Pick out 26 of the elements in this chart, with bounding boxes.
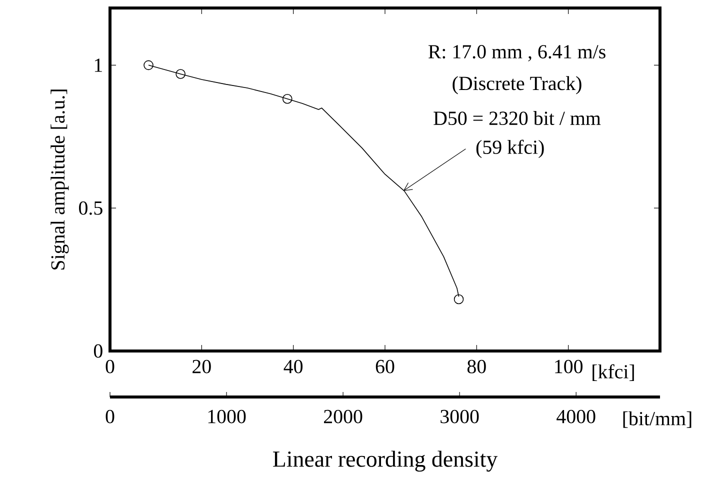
x2-tick-label: 2000 — [324, 410, 362, 424]
x-tick-label: 20 — [192, 360, 211, 374]
annotation: R: 17.0 mm , 6.41 m/s — [428, 45, 606, 62]
x-tick-label: 60 — [376, 360, 394, 374]
y-axis-title: Signal amplitude [a.u.] — [50, 90, 69, 270]
point — [282, 94, 292, 104]
y-tick-label: 0 — [94, 344, 102, 358]
annotation: D50 = 2320 bit / mm — [434, 111, 601, 126]
point — [176, 69, 186, 79]
x-tick-label: 40 — [284, 360, 303, 374]
text: [kfci] — [592, 364, 634, 381]
annotation: (Discrete Track) — [452, 76, 582, 94]
x2-tick-label: 4000 — [556, 410, 596, 424]
x-axis-title: Linear recording density — [273, 450, 498, 472]
point — [454, 294, 464, 304]
x-tick-label: 80 — [467, 360, 486, 374]
x-tick-label: 100 — [555, 360, 583, 374]
y-tick-label: 1 — [94, 58, 102, 72]
x-tick-label: 0 — [106, 360, 114, 374]
x2-tick-label: 1000 — [208, 410, 246, 424]
x2-tick-label: 0 — [106, 410, 114, 424]
y-tick-label: 0.5 — [79, 201, 102, 215]
text: [bit/mm] — [623, 411, 692, 428]
point — [144, 60, 154, 70]
annotation: (59 kfci) — [476, 140, 544, 158]
x2-tick-label: 3000 — [440, 410, 479, 424]
